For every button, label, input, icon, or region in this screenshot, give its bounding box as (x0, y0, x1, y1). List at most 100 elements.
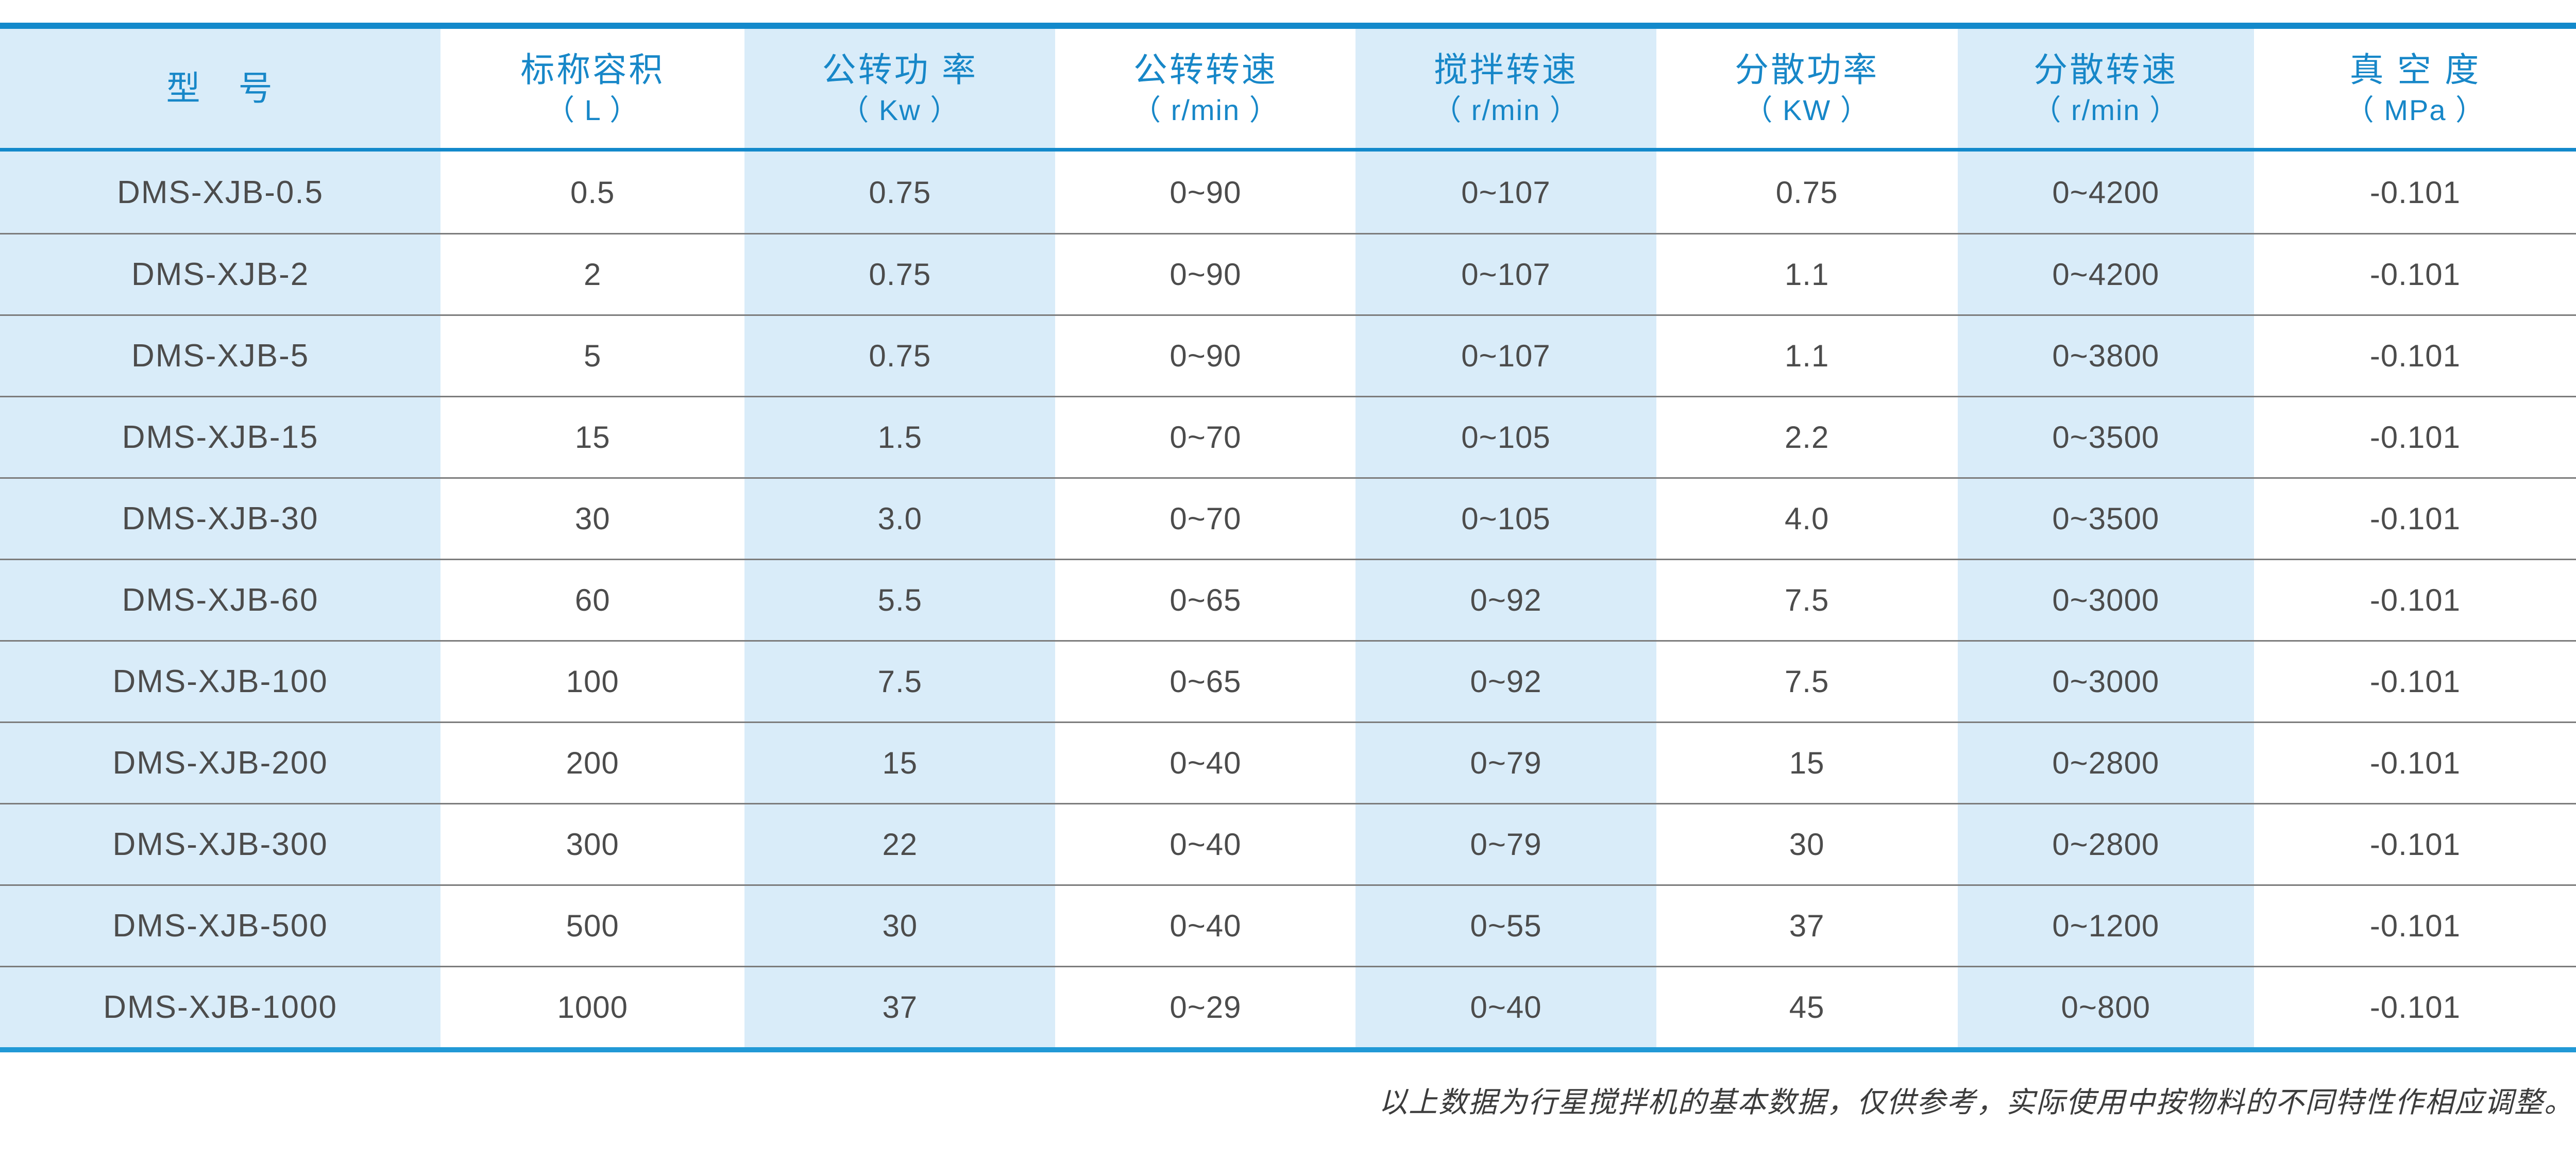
cell: 15 (440, 396, 745, 477)
cell: 0~3000 (1957, 559, 2254, 640)
column-label: 搅拌转速 (1434, 50, 1579, 89)
cell: 0.75 (744, 233, 1056, 314)
cell: 37 (744, 966, 1056, 1047)
cell: 0~107 (1355, 152, 1656, 233)
cell: 0~70 (1055, 477, 1356, 559)
table-row: DMS-XJB-500 500 30 0~40 0~55 37 0~1200 -… (0, 884, 2576, 966)
cell: 4.0 (1656, 477, 1958, 559)
model-cell: DMS-XJB-0.5 (0, 152, 441, 233)
cell: 7.5 (1656, 640, 1958, 721)
model-cell: DMS-XJB-2 (0, 233, 441, 314)
column-header-model: 型 号 (0, 29, 441, 152)
cell: 0~105 (1355, 396, 1656, 477)
cell: 0~40 (1055, 884, 1356, 966)
cell: -0.101 (2253, 884, 2576, 966)
cell: 0~40 (1055, 803, 1356, 884)
cell: 0~65 (1055, 640, 1356, 721)
table-row: DMS-XJB-0.5 0.5 0.75 0~90 0~107 0.75 0~4… (0, 152, 2576, 233)
cell: 0~29 (1055, 966, 1356, 1047)
cell: 5.5 (744, 559, 1056, 640)
column-label: 型 号 (166, 69, 275, 108)
cell: 60 (440, 559, 745, 640)
table-row: DMS-XJB-2 2 0.75 0~90 0~107 1.1 0~4200 -… (0, 233, 2576, 314)
cell: 0~107 (1355, 314, 1656, 396)
cell: 0~40 (1055, 721, 1356, 803)
table-header: 型 号 标称容积（ L ） 公转功 率（ Kw ） 公转转速（ r/min ） … (0, 29, 2576, 152)
cell: 300 (440, 803, 745, 884)
cell: 0~4200 (1957, 152, 2254, 233)
cell: 2 (440, 233, 745, 314)
column-label: 公转转速 (1133, 50, 1278, 89)
cell: 1.1 (1656, 233, 1958, 314)
cell: 30 (744, 884, 1056, 966)
cell: 0~2800 (1957, 803, 2254, 884)
column-label: 分散功率 (1735, 50, 1879, 89)
cell: -0.101 (2253, 233, 2576, 314)
cell: 0~90 (1055, 152, 1356, 233)
cell: -0.101 (2253, 314, 2576, 396)
cell: 15 (1656, 721, 1958, 803)
model-cell: DMS-XJB-500 (0, 884, 441, 966)
cell: 0~55 (1355, 884, 1656, 966)
table-row: DMS-XJB-5 5 0.75 0~90 0~107 1.1 0~3800 -… (0, 314, 2576, 396)
cell: 45 (1656, 966, 1958, 1047)
model-cell: DMS-XJB-100 (0, 640, 441, 721)
cell: 0.75 (1656, 152, 1958, 233)
cell: 0~79 (1355, 721, 1656, 803)
cell: 3.0 (744, 477, 1056, 559)
cell: 2.2 (1656, 396, 1958, 477)
cell: 0~107 (1355, 233, 1656, 314)
column-label: 公转功 率 (822, 50, 978, 89)
cell: 0~70 (1055, 396, 1356, 477)
column-header-vacuum: 真 空 度 （ MPa ） (2253, 29, 2576, 152)
model-cell: DMS-XJB-15 (0, 396, 441, 477)
column-unit: （ L ） (546, 94, 640, 127)
column-unit: （ r/min ） (1432, 94, 1580, 127)
column-label: 真 空 度 (2349, 50, 2481, 89)
cell: 0~65 (1055, 559, 1356, 640)
cell: 0~79 (1355, 803, 1656, 884)
cell: -0.101 (2253, 640, 2576, 721)
header-row: 型 号 标称容积（ L ） 公转功 率（ Kw ） 公转转速（ r/min ） … (0, 29, 2576, 152)
spec-table: 型 号 标称容积（ L ） 公转功 率（ Kw ） 公转转速（ r/min ） … (0, 23, 2576, 1052)
table-body: DMS-XJB-0.5 0.5 0.75 0~90 0~107 0.75 0~4… (0, 152, 2576, 1047)
table-row: DMS-XJB-100 100 7.5 0~65 0~92 7.5 0~3000… (0, 640, 2576, 721)
column-header-disperse-speed: 分散转速 （ r/min ） (1957, 29, 2254, 152)
cell: 0.5 (440, 152, 745, 233)
cell: 0~3500 (1957, 396, 2254, 477)
cell: 200 (440, 721, 745, 803)
cell: -0.101 (2253, 966, 2576, 1047)
model-cell: DMS-XJB-30 (0, 477, 441, 559)
cell: -0.101 (2253, 477, 2576, 559)
model-cell: DMS-XJB-1000 (0, 966, 441, 1047)
cell: 0~92 (1355, 640, 1656, 721)
column-header-revolution-power: 公转功 率 （ Kw ） (744, 29, 1056, 152)
column-unit: （ r/min ） (2032, 94, 2180, 127)
cell: 5 (440, 314, 745, 396)
table-row: DMS-XJB-30 30 3.0 0~70 0~105 4.0 0~3500 … (0, 477, 2576, 559)
cell: 0~90 (1055, 314, 1356, 396)
column-header-revolution-speed: 公转转速 （ r/min ） (1055, 29, 1356, 152)
model-cell: DMS-XJB-60 (0, 559, 441, 640)
table-row: DMS-XJB-1000 1000 37 0~29 0~40 45 0~800 … (0, 966, 2576, 1047)
column-header-capacity: 标称容积 （ L ） (440, 29, 745, 152)
cell: 0~105 (1355, 477, 1656, 559)
cell: 0~3800 (1957, 314, 2254, 396)
cell: -0.101 (2253, 152, 2576, 233)
column-label: 分散转速 (2033, 50, 2178, 89)
cell: 500 (440, 884, 745, 966)
cell: 0~2800 (1957, 721, 2254, 803)
cell: 0~92 (1355, 559, 1656, 640)
column-header-stir-speed: 搅拌转速 （ r/min ） (1355, 29, 1656, 152)
cell: 1.1 (1656, 314, 1958, 396)
cell: 30 (440, 477, 745, 559)
model-cell: DMS-XJB-200 (0, 721, 441, 803)
cell: 30 (1656, 803, 1958, 884)
column-unit: （ MPa ） (2345, 94, 2486, 127)
cell: 7.5 (1656, 559, 1958, 640)
column-unit: （ r/min ） (1132, 94, 1279, 127)
cell: 22 (744, 803, 1056, 884)
column-header-disperse-power: 分散功率 （ KW ） (1656, 29, 1958, 152)
table-row: DMS-XJB-60 60 5.5 0~65 0~92 7.5 0~3000 -… (0, 559, 2576, 640)
cell: -0.101 (2253, 721, 2576, 803)
